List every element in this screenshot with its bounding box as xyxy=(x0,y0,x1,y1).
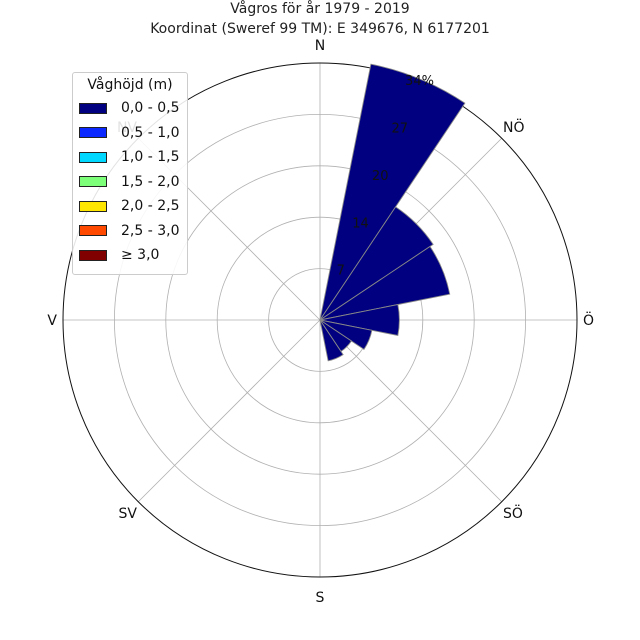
legend-item: 2,5 - 3,0 xyxy=(79,219,181,244)
radial-tick-label: 34% xyxy=(405,74,434,89)
sector-bars xyxy=(319,63,466,362)
radial-tick-label: 14 xyxy=(352,216,369,231)
legend-label: 0,5 - 1,0 xyxy=(121,124,180,141)
direction-label: SV xyxy=(119,506,138,522)
direction-label: N xyxy=(315,38,325,54)
legend-item: 0,0 - 0,5 xyxy=(79,96,181,121)
direction-label: SÖ xyxy=(503,504,523,522)
legend-swatch xyxy=(79,200,107,212)
legend-label: 2,5 - 3,0 xyxy=(121,222,180,239)
sector-bar xyxy=(319,303,400,337)
legend: Våghöjd (m) 0,0 - 0,5 0,5 - 1,0 1,0 - 1,… xyxy=(72,72,188,275)
legend-label: 1,5 - 2,0 xyxy=(121,173,180,190)
legend-label: ≥ 3,0 xyxy=(121,247,160,264)
direction-label: S xyxy=(316,590,325,606)
legend-item: 1,5 - 2,0 xyxy=(79,170,181,195)
direction-label: Ö xyxy=(583,311,594,329)
direction-label: NÖ xyxy=(503,118,525,136)
outer-frame xyxy=(62,62,578,578)
grid-spoke xyxy=(319,319,503,503)
legend-swatch xyxy=(79,151,107,163)
sector-bar xyxy=(319,319,344,362)
legend-swatch xyxy=(79,249,107,261)
legend-swatch xyxy=(79,225,107,237)
radial-tick-label: 27 xyxy=(392,121,409,136)
legend-swatch xyxy=(79,102,107,114)
legend-title: Våghöjd (m) xyxy=(87,77,173,93)
direction-label: V xyxy=(47,313,57,329)
sector-bar xyxy=(319,319,373,351)
grid-spoke xyxy=(137,319,321,503)
legend-label: 1,0 - 1,5 xyxy=(121,149,180,166)
legend-label: 2,0 - 2,5 xyxy=(121,198,180,215)
chart-subtitle: Koordinat (Sweref 99 TM): E 349676, N 61… xyxy=(150,21,490,37)
legend-item: ≥ 3,0 xyxy=(79,243,181,268)
legend-swatch xyxy=(79,176,107,188)
legend-swatch xyxy=(79,127,107,139)
legend-item: 0,5 - 1,0 xyxy=(79,121,181,146)
legend-label: 0,0 - 0,5 xyxy=(121,100,180,117)
sector-bar xyxy=(319,206,434,321)
sector-bar xyxy=(319,63,466,321)
sector-bar xyxy=(319,245,451,321)
legend-item: 2,0 - 2,5 xyxy=(79,194,181,219)
radial-tick-label: 7 xyxy=(337,264,345,279)
radial-tick-label: 20 xyxy=(372,169,389,184)
chart-title: Vågros för år 1979 - 2019 xyxy=(230,0,409,17)
legend-item: 1,0 - 1,5 xyxy=(79,145,181,170)
